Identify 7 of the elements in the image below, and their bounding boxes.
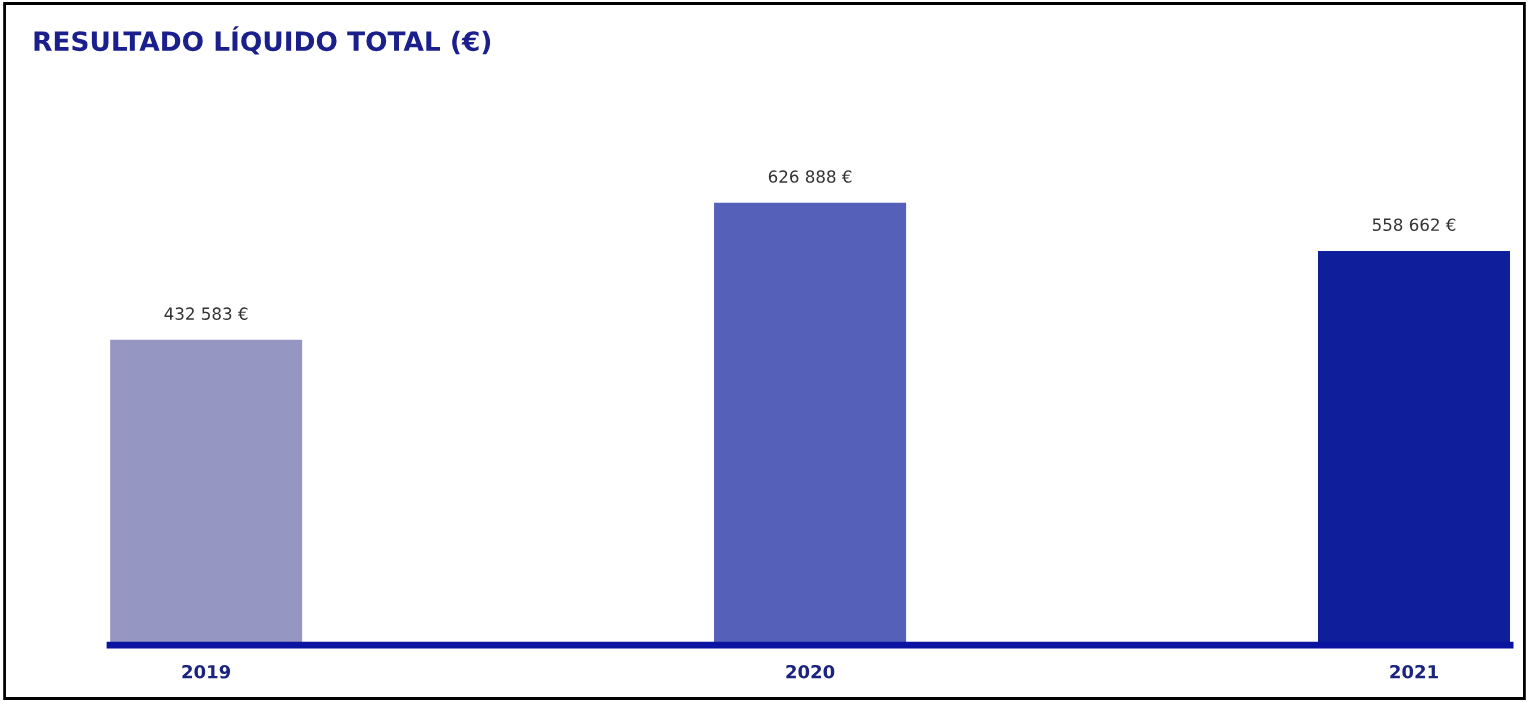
data-label: 432 583 € — [164, 307, 248, 320]
chart-title: RESULTADO LÍQUIDO TOTAL (€) — [34, 26, 491, 55]
data-label: 626 888 € — [768, 170, 852, 183]
data-label: 558 662 € — [1372, 218, 1456, 232]
x-tick-label: 2020 — [786, 664, 835, 679]
x-tick-label: 2019 — [182, 664, 231, 679]
x-tick-label: 2021 — [1390, 664, 1438, 679]
